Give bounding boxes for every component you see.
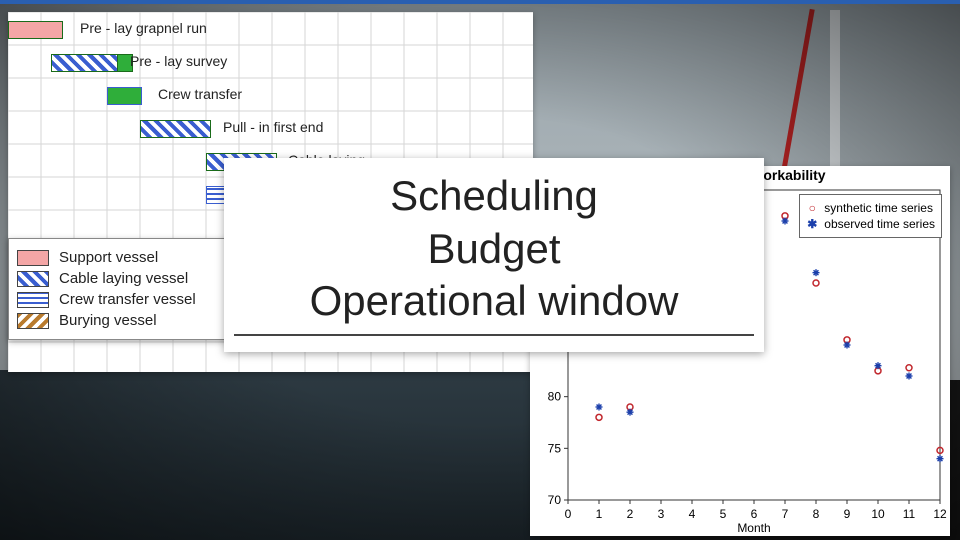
svg-text:1: 1 [596, 507, 603, 521]
svg-text:12: 12 [933, 507, 947, 521]
svg-text:10: 10 [871, 507, 885, 521]
legend-label: synthetic time series [824, 201, 933, 215]
svg-text:3: 3 [658, 507, 665, 521]
svg-text:0: 0 [565, 507, 572, 521]
svg-text:Month: Month [737, 521, 770, 535]
svg-text:9: 9 [844, 507, 851, 521]
svg-text:75: 75 [548, 441, 562, 455]
slide-canvas: Pre - lay grapnel run Pre - lay survey Cre… [0, 0, 960, 540]
gantt-task-label: Crew transfer [158, 86, 242, 102]
svg-text:4: 4 [689, 507, 696, 521]
legend-swatch [17, 250, 49, 266]
svg-text:70: 70 [548, 493, 562, 507]
overlay-text-card: Scheduling Budget Operational window [224, 158, 764, 352]
marker-asterisk-icon: ✱ [806, 218, 818, 230]
legend-label: Support vessel [59, 249, 158, 266]
svg-text:5: 5 [720, 507, 727, 521]
svg-text:11: 11 [903, 507, 916, 521]
legend-row-support: Support vessel [17, 249, 222, 266]
legend-swatch [17, 271, 49, 287]
svg-text:6: 6 [751, 507, 758, 521]
legend-swatch [17, 313, 49, 329]
legend-label: Burying vessel [59, 312, 157, 329]
legend-label: Cable laying vessel [59, 270, 188, 287]
overlay-line: Budget [234, 223, 754, 276]
gantt-task-label: Pre - lay grapnel run [80, 20, 207, 36]
legend-label: Crew transfer vessel [59, 291, 196, 308]
legend-row-crew: Crew transfer vessel [17, 291, 222, 308]
marker-circle-icon: ○ [806, 202, 818, 214]
overlay-line: Scheduling [234, 170, 754, 223]
gantt-task-label: Pre - lay survey [130, 53, 227, 69]
overlay-line: Operational window [234, 275, 754, 328]
svg-text:7: 7 [782, 507, 789, 521]
svg-text:80: 80 [548, 390, 562, 404]
legend-swatch [17, 292, 49, 308]
overlay-underline [234, 334, 754, 336]
gantt-bar [107, 87, 142, 105]
topbar [0, 0, 960, 4]
legend-label: observed time series [824, 217, 935, 231]
gantt-bar [51, 54, 119, 72]
scatter-legend-row: ○ synthetic time series [806, 201, 935, 215]
legend-row-bury: Burying vessel [17, 312, 222, 329]
gantt-task-label: Pull - in first end [223, 119, 323, 135]
gantt-legend: Support vessel Cable laying vessel Crew … [8, 238, 231, 340]
svg-text:8: 8 [813, 507, 820, 521]
gantt-bar [8, 21, 63, 39]
legend-row-cable: Cable laying vessel [17, 270, 222, 287]
gantt-bar [140, 120, 211, 138]
svg-text:2: 2 [627, 507, 634, 521]
scatter-legend: ○ synthetic time series ✱ observed time … [799, 194, 942, 238]
scatter-legend-row: ✱ observed time series [806, 217, 935, 231]
